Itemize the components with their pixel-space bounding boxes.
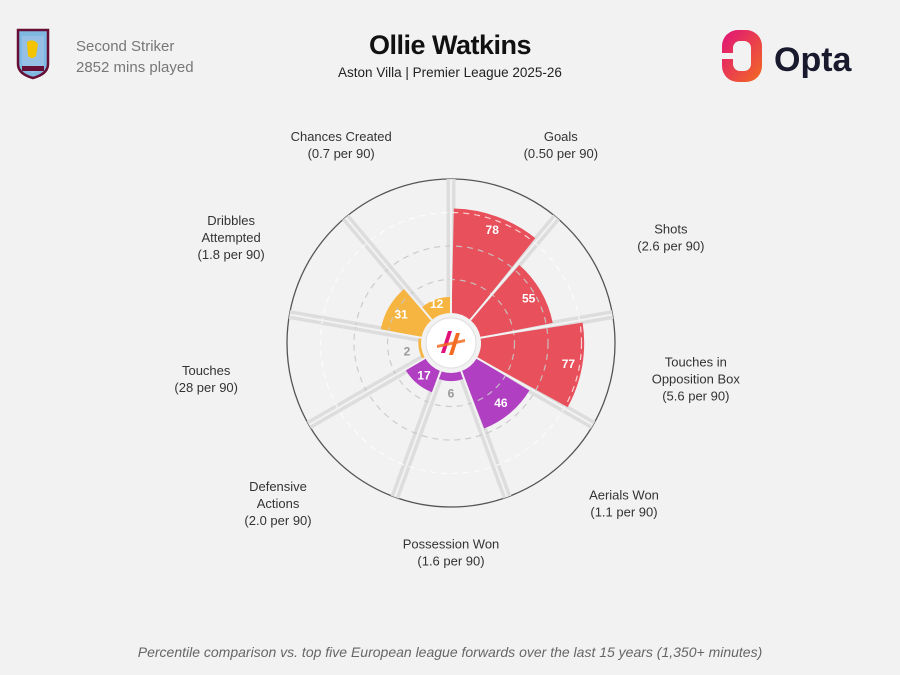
bar-separator [476,357,594,426]
opta-logo: Opta [720,30,853,82]
chart-bars [380,208,585,429]
bar-separator [460,370,508,497]
bar-separator [394,370,442,497]
polar-bar-5 [405,358,441,393]
value-label-8: 12 [430,297,444,311]
value-label-6: 2 [404,344,411,358]
chart-value-labels: 78 55 77 46 6 17 2 31 12 [394,223,575,410]
category-label-4: Possession Won (1.6 per 90) [403,537,500,569]
chart-center [425,317,477,369]
polar-bar-8 [422,296,451,320]
minutes-played: 2852 mins played [76,59,194,76]
value-label-0: 78 [486,223,500,237]
polar-bar-1 [470,264,553,338]
category-label-6: Touches (28 per 90) [174,363,238,395]
bar-separator [480,313,613,339]
polar-bar-4 [438,371,464,382]
player-meta: Second Striker 2852 mins played [76,36,194,78]
category-label-5: Defensive Actions (2.0 per 90) [244,479,311,528]
bar-separator [289,313,422,339]
player-position: Second Striker [76,38,175,55]
opta-center-mark-icon [437,331,465,355]
bar-separator [345,217,433,321]
category-label-3: Aerials Won (1.1 per 90) [589,487,659,519]
polar-bar-7 [380,289,432,338]
bar-separator [469,217,557,321]
chart-category-labels: Goals (0.50 per 90) Shots (2.6 per 90) Touch… [174,129,740,568]
category-label-8: Chances Created (0.7 per 90) [291,129,392,161]
category-label-2: Touches in Opposition Box (5.6 per 90) [652,354,741,403]
value-label-1: 55 [522,292,536,306]
aston-villa-crest-icon [16,28,50,80]
opta-wordmark: Opta [774,41,853,79]
polar-bar-2 [477,322,585,408]
ring-75 [319,211,583,475]
player-name: Ollie Watkins [368,30,532,60]
value-label-5: 17 [417,369,431,383]
value-label-7: 31 [394,308,408,322]
category-label-0: Goals (0.50 per 90) [524,129,598,161]
category-label-7: Dribbles Attempted (1.8 per 90) [198,213,265,262]
polar-bar-3 [461,358,530,429]
value-label-2: 77 [562,357,576,371]
value-label-3: 46 [494,396,508,410]
team-season: Aston Villa | Premier League 2025-26 [338,65,562,80]
polar-bar-0 [451,208,536,320]
bar-separator [308,357,426,426]
category-label-1: Shots (2.6 per 90) [637,222,704,254]
title-block: Ollie Watkins Aston Villa | Premier Leag… [0,30,900,80]
footnote: Percentile comparison vs. top five Europ… [137,644,763,660]
polar-bar-6 [418,338,425,359]
value-label-4: 6 [448,387,455,401]
chart-rings [289,179,613,497]
